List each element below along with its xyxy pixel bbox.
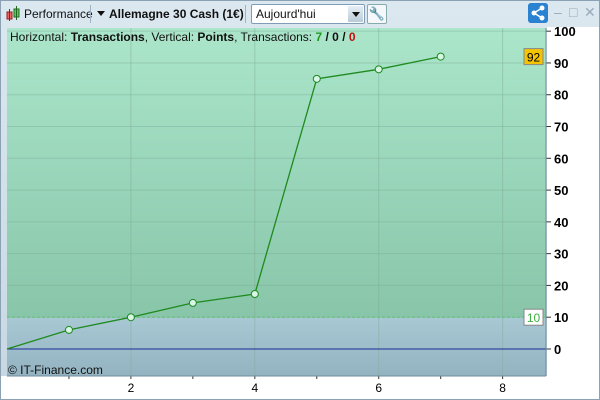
series-line <box>6 55 441 350</box>
y-tick-label: 50 <box>554 183 568 198</box>
y-tick-label: 90 <box>554 56 568 71</box>
y-tick-label: 30 <box>554 247 568 262</box>
threshold-label: 10 <box>527 311 541 325</box>
copyright: © IT-Finance.com <box>8 363 103 377</box>
y-tick-label: 80 <box>554 88 568 103</box>
y-tick-label: 60 <box>554 151 568 166</box>
chevron-down-icon[interactable] <box>97 11 105 20</box>
share-icon[interactable] <box>528 3 548 23</box>
performance-chart: 0 10 20 30 40 50 60 70 80 90 100 2 4 6 8 92 10 Horizonta… <box>1 27 599 399</box>
y-tick-label: 0 <box>554 342 561 357</box>
instrument-selector[interactable]: Allemagne 30 Cash (1€) <box>109 7 244 21</box>
x-tick-label: 4 <box>251 381 258 395</box>
minimize-icon[interactable]: – <box>554 4 562 20</box>
divider <box>90 5 91 23</box>
y-axis-panel <box>547 27 599 399</box>
x-axis-panel <box>1 376 547 399</box>
maximize-icon[interactable]: □ <box>569 4 578 20</box>
data-point <box>126 313 135 322</box>
data-point <box>374 65 383 74</box>
period-value: Aujourd'hui <box>256 7 316 21</box>
x-tick-label: 6 <box>375 381 382 395</box>
y-tick-label: 100 <box>554 27 576 39</box>
last-value-label: 92 <box>527 51 541 65</box>
last-value-badge <box>523 48 544 66</box>
x-tick-label: 2 <box>128 381 135 395</box>
candlestick-icon <box>6 6 20 21</box>
divider <box>245 5 246 23</box>
data-point <box>188 298 197 307</box>
y-tick-label: 10 <box>554 310 568 325</box>
close-icon[interactable]: ✕ <box>584 4 596 20</box>
wrench-icon[interactable]: 🔧 <box>367 4 387 24</box>
data-point <box>312 74 321 83</box>
data-point <box>64 325 73 334</box>
chart-info: Horizontal: Transactions, Vertical: Poin… <box>10 30 356 44</box>
y-tick-label: 70 <box>554 120 568 135</box>
toolbar: Performance Allemagne 30 Cash (1€) Aujou… <box>1 1 599 27</box>
period-dropdown[interactable]: Aujourd'hui <box>251 4 365 24</box>
upper-zone <box>7 28 546 318</box>
x-tick-label: 8 <box>499 381 506 395</box>
dropdown-arrow-icon[interactable] <box>348 6 363 22</box>
data-point <box>436 52 445 61</box>
threshold-badge <box>523 308 544 326</box>
lower-zone <box>7 317 546 376</box>
y-tick-label: 40 <box>554 215 568 230</box>
y-tick-label: 20 <box>554 278 568 293</box>
data-point <box>250 290 259 299</box>
performance-label[interactable]: Performance <box>24 7 93 21</box>
